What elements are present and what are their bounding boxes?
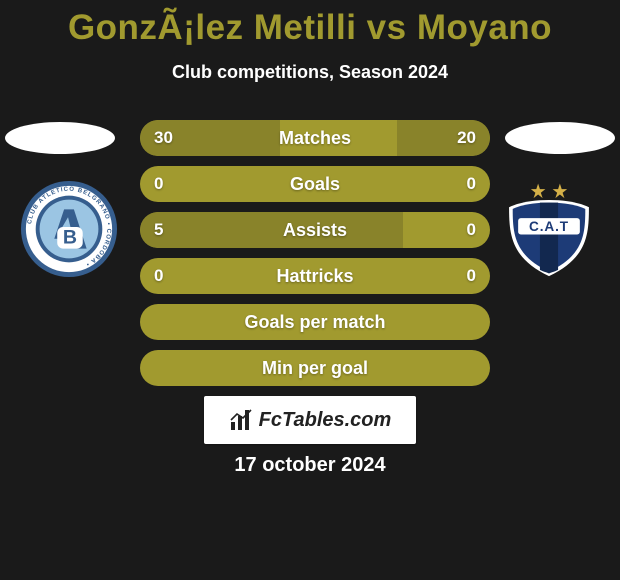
stat-label: Hattricks bbox=[140, 258, 490, 294]
stat-left-value: 0 bbox=[154, 166, 163, 202]
stats-bars: Matches3020Goals00Assists50Hattricks00Go… bbox=[140, 120, 490, 396]
fctables-text: FcTables.com bbox=[259, 409, 392, 432]
stat-right-value: 0 bbox=[467, 258, 476, 294]
crest-right-talleres-icon: C.A.T bbox=[500, 180, 598, 278]
stat-row-min-per-goal: Min per goal bbox=[140, 350, 490, 386]
date-text: 17 october 2024 bbox=[0, 454, 620, 477]
stat-row-goals-per-match: Goals per match bbox=[140, 304, 490, 340]
player-left-avatar bbox=[5, 122, 115, 154]
stat-left-value: 0 bbox=[154, 258, 163, 294]
stat-right-value: 0 bbox=[467, 212, 476, 248]
stat-row-assists: Assists5 0 bbox=[140, 212, 490, 248]
stat-label: Matches bbox=[140, 120, 490, 156]
svg-text:C.A.T: C.A.T bbox=[529, 219, 569, 234]
stat-left-value: 30 bbox=[154, 120, 173, 156]
crest-left-belgrano-icon: B CLUB ATLETICO BELGRANO • CORDOBA • bbox=[20, 180, 118, 278]
bar-chart-icon bbox=[229, 408, 253, 432]
comparison-card: GonzÃ¡lez Metilli vs Moyano Club competi… bbox=[0, 0, 620, 580]
fctables-badge[interactable]: FcTables.com bbox=[204, 396, 416, 444]
stat-row-goals: Goals0 0 bbox=[140, 166, 490, 202]
stat-right-value: 20 bbox=[457, 120, 476, 156]
stat-label: Goals bbox=[140, 166, 490, 202]
page-title: GonzÃ¡lez Metilli vs Moyano bbox=[0, 8, 620, 48]
stat-label: Goals per match bbox=[140, 304, 490, 340]
player-right-avatar bbox=[505, 122, 615, 154]
subtitle: Club competitions, Season 2024 bbox=[0, 62, 620, 83]
stat-right-value: 0 bbox=[467, 166, 476, 202]
stat-left-value: 5 bbox=[154, 212, 163, 248]
stat-row-matches: Matches30 20 bbox=[140, 120, 490, 156]
stat-label: Min per goal bbox=[140, 350, 490, 386]
stat-label: Assists bbox=[140, 212, 490, 248]
svg-text:B: B bbox=[63, 227, 77, 249]
stat-row-hattricks: Hattricks0 0 bbox=[140, 258, 490, 294]
